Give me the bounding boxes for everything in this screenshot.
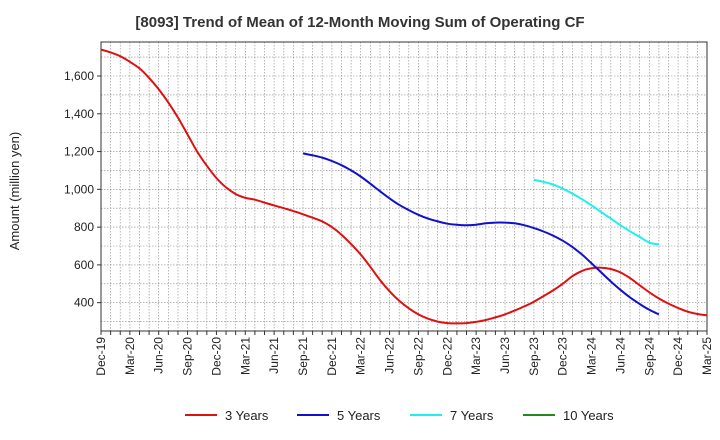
y-tick-label: 1,000 [64,182,94,196]
x-tick-label: Sep-20 [181,337,195,376]
x-tick-label: Jun-22 [383,337,397,374]
series-layer [100,48,708,325]
series-line-5-years [302,152,660,316]
plot-frame [100,41,708,332]
x-tick-label: Jun-20 [152,337,166,374]
x-tick-label: Mar-20 [123,337,137,375]
grid-layer [101,42,707,331]
x-tick-label: Jun-21 [267,337,281,374]
x-tick-label: Jun-23 [498,337,512,374]
x-tick-label: Dec-23 [556,337,570,376]
y-tick-label: 1,200 [64,145,94,159]
x-tick-label: Dec-24 [671,337,685,376]
x-tick-label: Mar-25 [700,337,714,375]
legend-label-3-years: 3 Years [225,408,269,423]
chart-title: [8093] Trend of Mean of 12-Month Moving … [135,14,585,31]
y-axis-title: Amount (million yen) [7,132,22,251]
y-tick-label: 600 [74,258,94,272]
x-axis: Dec-19 Mar-20 Jun-20 Sep-20 Dec-20 Mar-21 Jun-… [94,331,714,376]
y-axis: 400 600 800 1,000 1,200 1,400 1,600 [64,69,101,310]
x-tick-label: Mar-24 [585,337,599,375]
x-tick-label: Sep-23 [527,337,541,376]
x-tick-label: Mar-22 [354,337,368,375]
y-tick-label: 400 [74,296,94,310]
legend-label-10-years: 10 Years [563,408,614,423]
legend-label-7-years: 7 Years [450,408,494,423]
x-tick-label: Dec-22 [440,337,454,376]
x-tick-label: Sep-24 [642,337,656,376]
series-line-3-years [100,48,708,325]
x-tick-label: Jun-24 [613,337,627,374]
y-tick-label: 800 [74,220,94,234]
y-tick-label: 1,400 [64,107,94,121]
x-tick-label: Sep-21 [296,337,310,376]
legend: 3 Years 5 Years 7 Years 10 Years [185,408,614,423]
plot-border [100,41,708,332]
x-tick-label: Mar-23 [469,337,483,375]
legend-label-5-years: 5 Years [337,408,381,423]
series-line-7-years [533,178,660,246]
x-tick-label: Mar-21 [238,337,252,375]
x-tick-label: Sep-22 [411,337,425,376]
x-tick-label: Dec-21 [325,337,339,376]
y-tick-label: 1,600 [64,69,94,83]
x-tick-label: Dec-20 [209,337,223,376]
x-tick-label: Dec-19 [94,337,108,376]
